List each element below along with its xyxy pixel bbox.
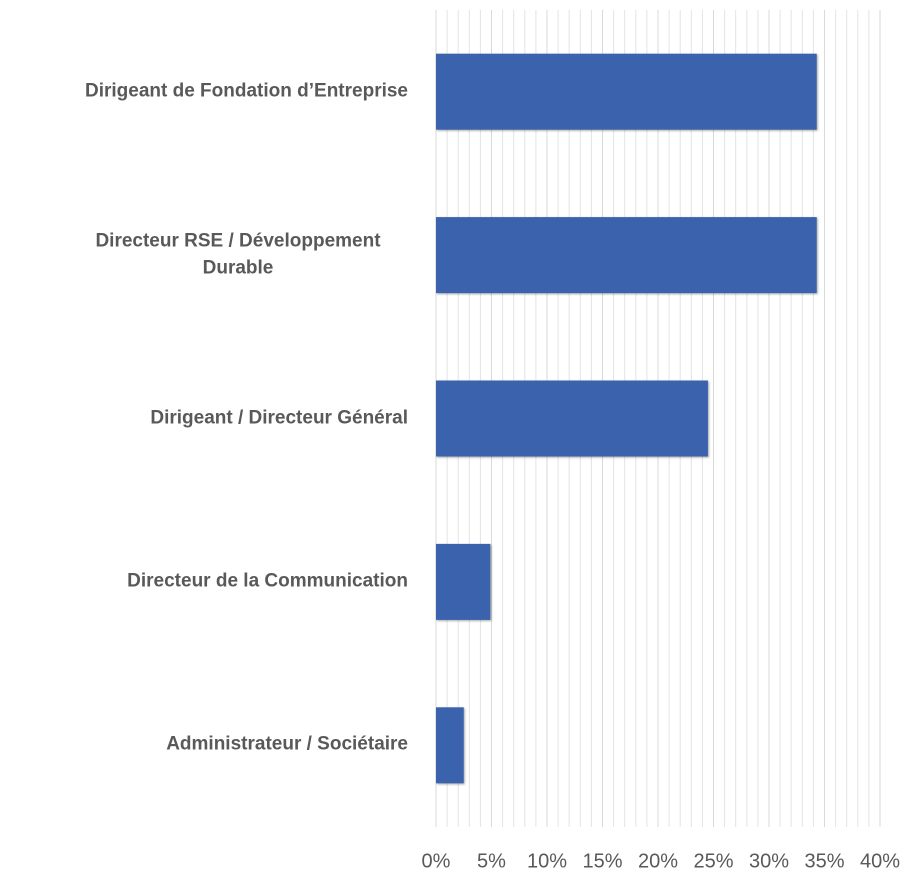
y-tick-label: Directeur de la Communication xyxy=(127,570,408,592)
bar xyxy=(436,707,464,784)
category-label-box: Dirigeant / Directeur Général xyxy=(150,405,408,432)
x-tick-label: 5% xyxy=(477,850,506,869)
y-tick-label: Directeur RSE / Développement Durable xyxy=(95,230,381,279)
x-tick-label: 30% xyxy=(749,850,789,869)
y-tick-label: Dirigeant / Directeur Général xyxy=(150,407,408,429)
x-tick-label: 0% xyxy=(422,850,451,869)
x-tick-label: 10% xyxy=(527,850,567,869)
category-label-box: Dirigeant de Fondation d’Entreprise xyxy=(85,78,408,105)
bar xyxy=(436,543,491,620)
y-tick-label: Administrateur / Sociétaire xyxy=(166,734,408,755)
category-label-box: Administrateur / Sociétaire xyxy=(166,732,408,759)
bar xyxy=(436,217,817,294)
x-tick-label: 35% xyxy=(804,850,844,869)
y-tick-label: Dirigeant de Fondation d’Entreprise xyxy=(84,80,408,102)
x-tick-label: 20% xyxy=(638,850,678,869)
bar xyxy=(436,380,708,457)
bar xyxy=(436,53,817,130)
category-label-box: Directeur RSE / Développement Durable xyxy=(68,229,408,282)
x-tick-label: 15% xyxy=(582,850,622,869)
category-label-box: Directeur de la Communication xyxy=(127,569,408,596)
x-tick-label: 40% xyxy=(860,850,900,869)
x-tick-label: 25% xyxy=(693,850,733,869)
